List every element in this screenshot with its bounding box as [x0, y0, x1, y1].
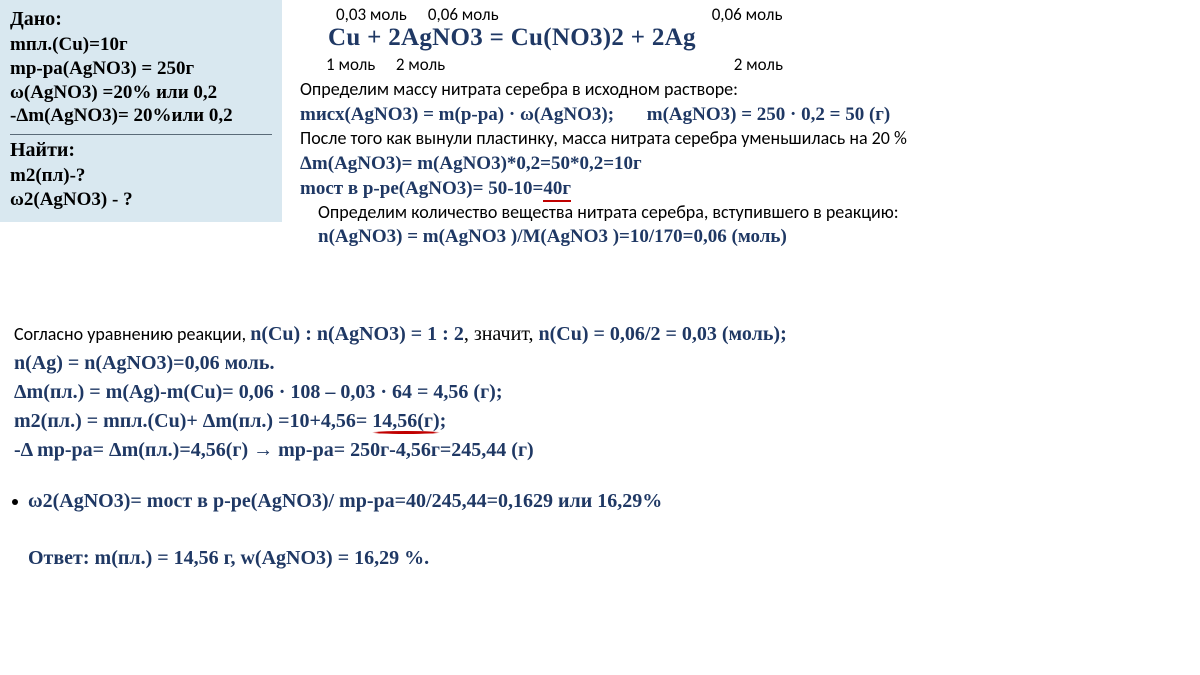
expr-underlined: 14,56(г)	[372, 410, 439, 432]
given-line: mпл.(Cu)=10г	[10, 33, 272, 57]
calc-line: -Δ mр-ра= Δm(пл.)=4,56(г) → mр-ра= 250г-…	[14, 436, 1184, 465]
answer-line: Ответ: m(пл.) = 14,56 г, w(AgNO3) = 16,2…	[28, 544, 1184, 573]
calc-line: Δm(AgNO3)= m(AgNO3)*0,2=50*0,2=10г	[300, 151, 1180, 176]
annot: 0,06 моль	[428, 4, 708, 25]
expr: m2(пл.) = mпл.(Cu)+ Δm(пл.) =10+4,56=	[14, 410, 372, 432]
given-line: -Δm(AgNO3)= 20%или 0,2	[10, 104, 272, 128]
eq-annot-bottom: 1 моль 2 моль 2 моль	[326, 54, 783, 75]
calc-line: Δm(пл.) = m(Ag)-m(Cu)= 0,06 · 108 – 0,03…	[14, 378, 1184, 407]
annot: 2 моль	[396, 54, 730, 75]
divider	[10, 134, 272, 135]
solution-lower: Согласно уравнению реакции, n(Cu) : n(Ag…	[14, 320, 1184, 573]
solution-upper: 0,03 моль 0,06 моль 0,06 моль Cu + 2AgNO…	[300, 4, 1180, 250]
calc-line: n(AgNO3) = m(AgNO3 )/M(AgNO3 )=10/170=0,…	[318, 224, 1180, 249]
annot: 0,03 моль	[336, 4, 424, 25]
given-header: Дано:	[10, 8, 272, 31]
annot: 0,06 моль	[712, 4, 783, 25]
text-line: Определим количество вещества нитрата се…	[318, 201, 1180, 225]
expr: ω2(AgNO3)= mост в р-ре(AgNO3)/ mр-ра=40/…	[28, 490, 662, 512]
calc-line: mисх(AgNO3) = m(р-ра) · ω(AgNO3); m(AgNO…	[300, 102, 1180, 127]
eq-annot-top: 0,03 моль 0,06 моль 0,06 моль	[336, 4, 782, 25]
find-line: ω2(AgNO3) - ?	[10, 188, 272, 212]
expr: m(AgNO3) = 250 · 0,2 = 50 (г)	[647, 104, 890, 125]
given-panel: Дано: mпл.(Cu)=10г mр-ра(AgNO3) = 250г ω…	[0, 0, 282, 222]
calc-line: Согласно уравнению реакции, n(Cu) : n(Ag…	[14, 320, 1184, 349]
text-line: После того как вынули пластинку, масса н…	[300, 127, 1180, 151]
expr-underlined: 40г	[543, 178, 571, 202]
annot: 2 моль	[734, 54, 783, 75]
expr: mисх(AgNO3) = m(р-ра) · ω(AgNO3);	[300, 104, 614, 125]
calc-line: mост в р-ре(AgNO3)= 50-10=40г	[300, 176, 1180, 201]
text: , значит,	[464, 323, 539, 345]
find-line: m2(пл)-?	[10, 164, 272, 188]
given-line: ω(AgNO3) =20% или 0,2	[10, 81, 272, 105]
calc-line: ω2(AgNO3)= mост в р-ре(AgNO3)/ mр-ра=40/…	[14, 487, 1184, 516]
calc-line: n(Ag) = n(AgNO3)=0,06 моль.	[14, 349, 1184, 378]
text: Согласно уравнению реакции,	[14, 323, 250, 345]
expr: n(Cu) = 0,06/2 = 0,03 (моль);	[539, 323, 787, 345]
equation-block: 0,03 моль 0,06 моль 0,06 моль Cu + 2AgNO…	[300, 4, 1180, 78]
equation-main: Cu + 2AgNO3 = Cu(NO3)2 + 2Ag	[328, 24, 696, 52]
text-line: Определим массу нитрата серебра в исходн…	[300, 78, 1180, 102]
expr: mост в р-ре(AgNO3)= 50-10=	[300, 178, 543, 199]
bullet-icon	[12, 499, 18, 505]
calc-line: m2(пл.) = mпл.(Cu)+ Δm(пл.) =10+4,56= 14…	[14, 407, 1184, 436]
annot: 1 моль	[326, 54, 392, 75]
expr: n(Cu) : n(AgNO3) = 1 : 2	[250, 323, 464, 345]
find-header: Найти:	[10, 139, 272, 162]
expr: ;	[440, 410, 447, 432]
given-line: mр-ра(AgNO3) = 250г	[10, 57, 272, 81]
